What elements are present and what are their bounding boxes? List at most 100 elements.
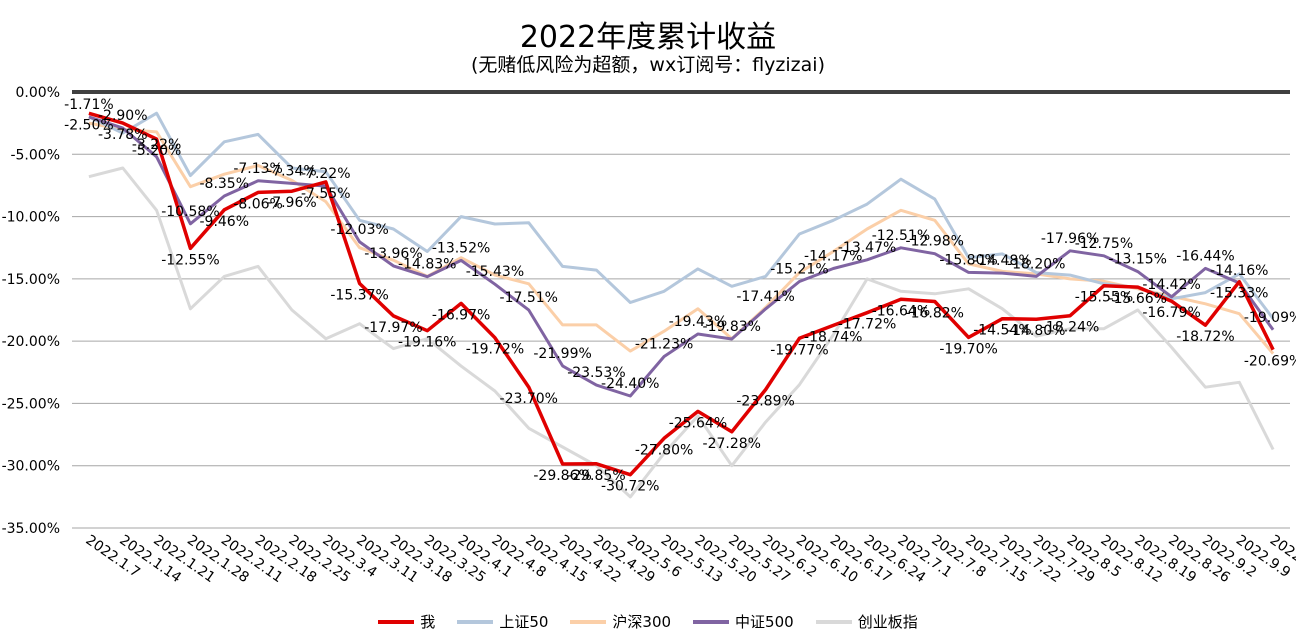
y-tick-label: -30.00% <box>2 459 60 475</box>
data-label: -12.55% <box>161 252 219 268</box>
data-label: -17.41% <box>736 289 794 305</box>
data-label: -19.43% <box>669 314 727 330</box>
data-label: -19.83% <box>703 319 761 335</box>
series-line <box>88 111 1275 477</box>
data-label: -17.96% <box>1041 231 1099 247</box>
data-label: -14.54% <box>973 323 1031 339</box>
chart-title: 2022年度累计收益 <box>519 20 777 55</box>
data-label: -1.71% <box>64 97 114 113</box>
data-label: -8.35% <box>199 176 249 192</box>
data-label: -17.97% <box>364 320 422 336</box>
data-label: -27.28% <box>703 436 761 452</box>
data-label: -17.51% <box>500 290 558 306</box>
legend-item-zz500: 中证500 <box>693 611 794 632</box>
data-label: -3.22% <box>132 137 182 153</box>
data-label: -8.06% <box>233 196 283 212</box>
data-label: -16.97% <box>432 307 490 323</box>
data-label: -16.79% <box>1142 305 1200 321</box>
data-label: -14.83% <box>398 257 456 273</box>
data-label: -15.43% <box>466 264 524 280</box>
data-label: -15.21% <box>770 261 828 277</box>
data-label: -13.47% <box>838 240 896 256</box>
data-label: -19.16% <box>398 335 456 351</box>
data-label: -23.89% <box>736 394 794 410</box>
data-label: -23.53% <box>567 365 625 381</box>
series-line <box>88 111 1275 320</box>
y-tick-label: 0.00% <box>16 85 60 101</box>
data-label: -23.70% <box>500 391 558 407</box>
data-label: -16.44% <box>1176 248 1234 264</box>
data-label: -17.72% <box>838 317 896 333</box>
series-line <box>88 166 1275 499</box>
data-label: -7.13% <box>233 161 283 177</box>
y-tick-label: -15.00% <box>2 272 60 288</box>
y-tick-label: -25.00% <box>2 396 60 412</box>
data-label: -12.51% <box>872 228 930 244</box>
data-label: -25.64% <box>669 415 727 431</box>
legend-swatch-zz500 <box>693 619 730 624</box>
data-label: -12.98% <box>906 234 964 250</box>
data-label: -14.42% <box>1142 277 1200 293</box>
chart-subtitle: (无赌低风险为超额，wx订阅号：flyzizai) <box>471 54 825 76</box>
data-label: -19.77% <box>770 342 828 358</box>
series-line <box>88 115 1275 398</box>
data-label: -19.72% <box>466 342 524 358</box>
data-label: -19.09% <box>1244 310 1296 326</box>
data-label: -3.78% <box>98 127 148 143</box>
data-label: -2.90% <box>98 108 148 124</box>
data-label: -5.20% <box>132 143 182 159</box>
legend-swatch-cyb <box>815 619 852 624</box>
data-label: -24.40% <box>601 376 659 392</box>
data-label: -21.23% <box>635 336 693 352</box>
legend-item-sz50: 上证50 <box>457 611 548 632</box>
data-label: -12.75% <box>1075 236 1133 252</box>
legend-swatch-sz50 <box>457 619 494 624</box>
y-tick-label: -35.00% <box>2 521 60 537</box>
legend: 我 上证50 沪深300 中证500 创业板指 <box>0 611 1296 632</box>
data-label: -7.34% <box>267 163 317 179</box>
y-tick-label: -5.00% <box>10 147 60 163</box>
data-label: -7.96% <box>267 195 317 211</box>
data-label: -7.22% <box>301 166 351 182</box>
data-label: -14.48% <box>973 253 1031 269</box>
data-label: -29.86% <box>533 468 591 484</box>
data-label: -13.15% <box>1109 252 1167 268</box>
legend-label-zz500: 中证500 <box>735 613 794 631</box>
legend-label-cyb: 创业板指 <box>857 613 918 631</box>
data-label: -13.96% <box>364 246 422 262</box>
legend-item-cyb: 创业板指 <box>815 611 918 632</box>
data-label: -20.69% <box>1244 354 1296 370</box>
data-label: -19.70% <box>939 341 997 357</box>
data-label: -21.99% <box>533 346 591 362</box>
data-label: -14.17% <box>804 249 862 265</box>
data-label: -9.46% <box>199 214 249 230</box>
legend-item-me: 我 <box>378 611 435 632</box>
data-label: -7.55% <box>301 186 351 202</box>
y-tick-label: -20.00% <box>2 334 60 350</box>
data-label: -18.20% <box>1007 256 1065 272</box>
data-label: -2.50% <box>64 117 114 133</box>
legend-label-sz50: 上证50 <box>499 613 549 631</box>
data-label: -16.64% <box>872 303 930 319</box>
legend-swatch-me <box>378 619 415 624</box>
data-label: -30.72% <box>601 479 659 495</box>
data-label: -15.55% <box>1075 290 1133 306</box>
data-label: -15.33% <box>1210 286 1268 302</box>
legend-swatch-hs300 <box>570 619 607 624</box>
data-label: -15.37% <box>330 287 388 303</box>
data-label: -18.72% <box>1176 329 1234 345</box>
data-label: -15.66% <box>1109 291 1167 307</box>
data-label: -14.80% <box>1007 323 1065 339</box>
data-label: -16.82% <box>906 306 964 322</box>
data-label: -18.74% <box>804 329 862 345</box>
legend-item-hs300: 沪深300 <box>570 611 671 632</box>
data-label: -18.24% <box>1041 320 1099 336</box>
y-tick-label: -10.00% <box>2 210 60 226</box>
series-line <box>88 121 1275 355</box>
data-label: -15.80% <box>939 252 997 268</box>
data-label: -14.16% <box>1210 263 1268 279</box>
data-label: -27.80% <box>635 442 693 458</box>
legend-label-hs300: 沪深300 <box>612 613 672 631</box>
data-label: -29.85% <box>567 468 625 484</box>
